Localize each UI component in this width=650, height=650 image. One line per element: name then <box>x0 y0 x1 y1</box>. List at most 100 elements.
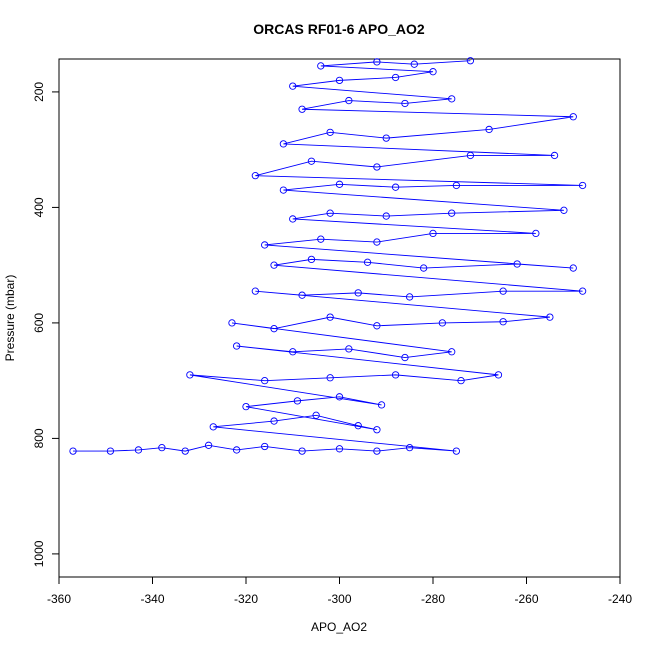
data-point <box>532 229 540 238</box>
y-tick-label: 200 <box>32 82 46 102</box>
data-point <box>391 73 400 82</box>
data-point <box>452 181 461 190</box>
data-point <box>261 241 269 249</box>
data-point <box>270 417 278 425</box>
y-tick-label: 1000 <box>32 540 46 567</box>
data-point <box>326 313 334 321</box>
plot-frame <box>58 58 621 578</box>
data-point <box>232 446 241 454</box>
data-point <box>270 325 278 333</box>
data-point <box>438 319 446 327</box>
data-point <box>405 443 414 452</box>
data-point <box>578 181 587 190</box>
data-point <box>181 447 189 455</box>
data-point <box>106 447 115 455</box>
y-axis-label: Pressure (mbar) <box>3 275 17 362</box>
y-tick-label: 400 <box>32 197 46 217</box>
data-point <box>298 447 306 455</box>
data-point <box>307 255 316 264</box>
data-point <box>307 157 316 165</box>
data-point <box>457 377 465 385</box>
data-point <box>242 402 250 411</box>
x-tick-label: -320 <box>234 592 258 606</box>
data-point <box>326 128 334 136</box>
data-point <box>429 68 437 76</box>
data-point <box>289 215 297 223</box>
data-point <box>69 447 77 455</box>
data-point <box>317 62 325 70</box>
data-point <box>429 229 437 238</box>
data-point <box>373 322 381 330</box>
data-point <box>377 401 386 409</box>
data-point <box>560 206 568 214</box>
data-point <box>373 163 381 171</box>
x-tick-label: -240 <box>608 592 632 606</box>
x-tick-label: -300 <box>327 592 351 606</box>
data-point <box>158 443 166 452</box>
data-point <box>499 287 507 295</box>
data-point <box>405 293 414 301</box>
data-point <box>363 258 372 266</box>
data-point <box>546 313 554 321</box>
data-point <box>494 371 503 379</box>
data-point <box>232 342 241 350</box>
data-point <box>345 345 353 353</box>
data-point <box>279 186 288 194</box>
data-point <box>345 96 353 105</box>
data-point <box>293 397 302 405</box>
data-point <box>261 377 269 385</box>
data-point <box>578 287 587 295</box>
data-point <box>391 183 400 191</box>
data-point <box>513 260 521 268</box>
data-point <box>354 289 362 297</box>
data-point <box>466 57 475 65</box>
data-point <box>373 238 381 246</box>
data-point <box>410 60 418 68</box>
chart-title: ORCAS RF01-6 APO_AO2 <box>253 21 425 37</box>
data-point <box>466 151 475 160</box>
data-point <box>448 95 456 103</box>
data-point <box>251 172 260 180</box>
data-point <box>499 318 507 326</box>
data-point <box>298 291 306 299</box>
x-tick-label: -340 <box>140 592 164 606</box>
data-point <box>401 99 409 108</box>
data-point <box>401 353 409 362</box>
x-axis: -360 -340 -320 -300 -280 -260 -240 <box>47 576 632 606</box>
data-point <box>550 151 559 160</box>
data-point <box>382 212 390 220</box>
data-point <box>261 442 269 451</box>
data-point <box>228 319 236 327</box>
x-tick-label: -260 <box>514 592 538 606</box>
series-line <box>73 60 583 452</box>
data-point <box>452 447 461 455</box>
data-point <box>251 287 260 295</box>
data-point <box>569 113 577 121</box>
data-point <box>279 140 288 148</box>
data-point <box>326 209 334 217</box>
data-point <box>485 125 493 134</box>
data-point <box>335 445 344 453</box>
data-point <box>373 447 381 455</box>
data-point <box>209 423 217 431</box>
y-axis: 200 400 600 800 1000 <box>32 82 59 567</box>
data-point <box>204 441 213 449</box>
data-point <box>373 426 381 434</box>
data-point <box>289 82 297 90</box>
x-tick-label: -280 <box>421 592 445 606</box>
data-point <box>335 76 344 85</box>
data-point <box>448 209 456 217</box>
data-point <box>335 180 344 188</box>
data-point <box>326 374 334 382</box>
data-point <box>448 348 456 356</box>
data-point <box>317 235 325 243</box>
x-axis-label: APO_AO2 <box>311 620 367 634</box>
data-point <box>419 264 428 272</box>
data-point <box>382 134 390 142</box>
data-point <box>391 371 400 379</box>
data-point <box>134 446 143 454</box>
data-point <box>335 393 344 401</box>
data-point <box>270 261 278 269</box>
y-tick-label: 600 <box>32 313 46 333</box>
